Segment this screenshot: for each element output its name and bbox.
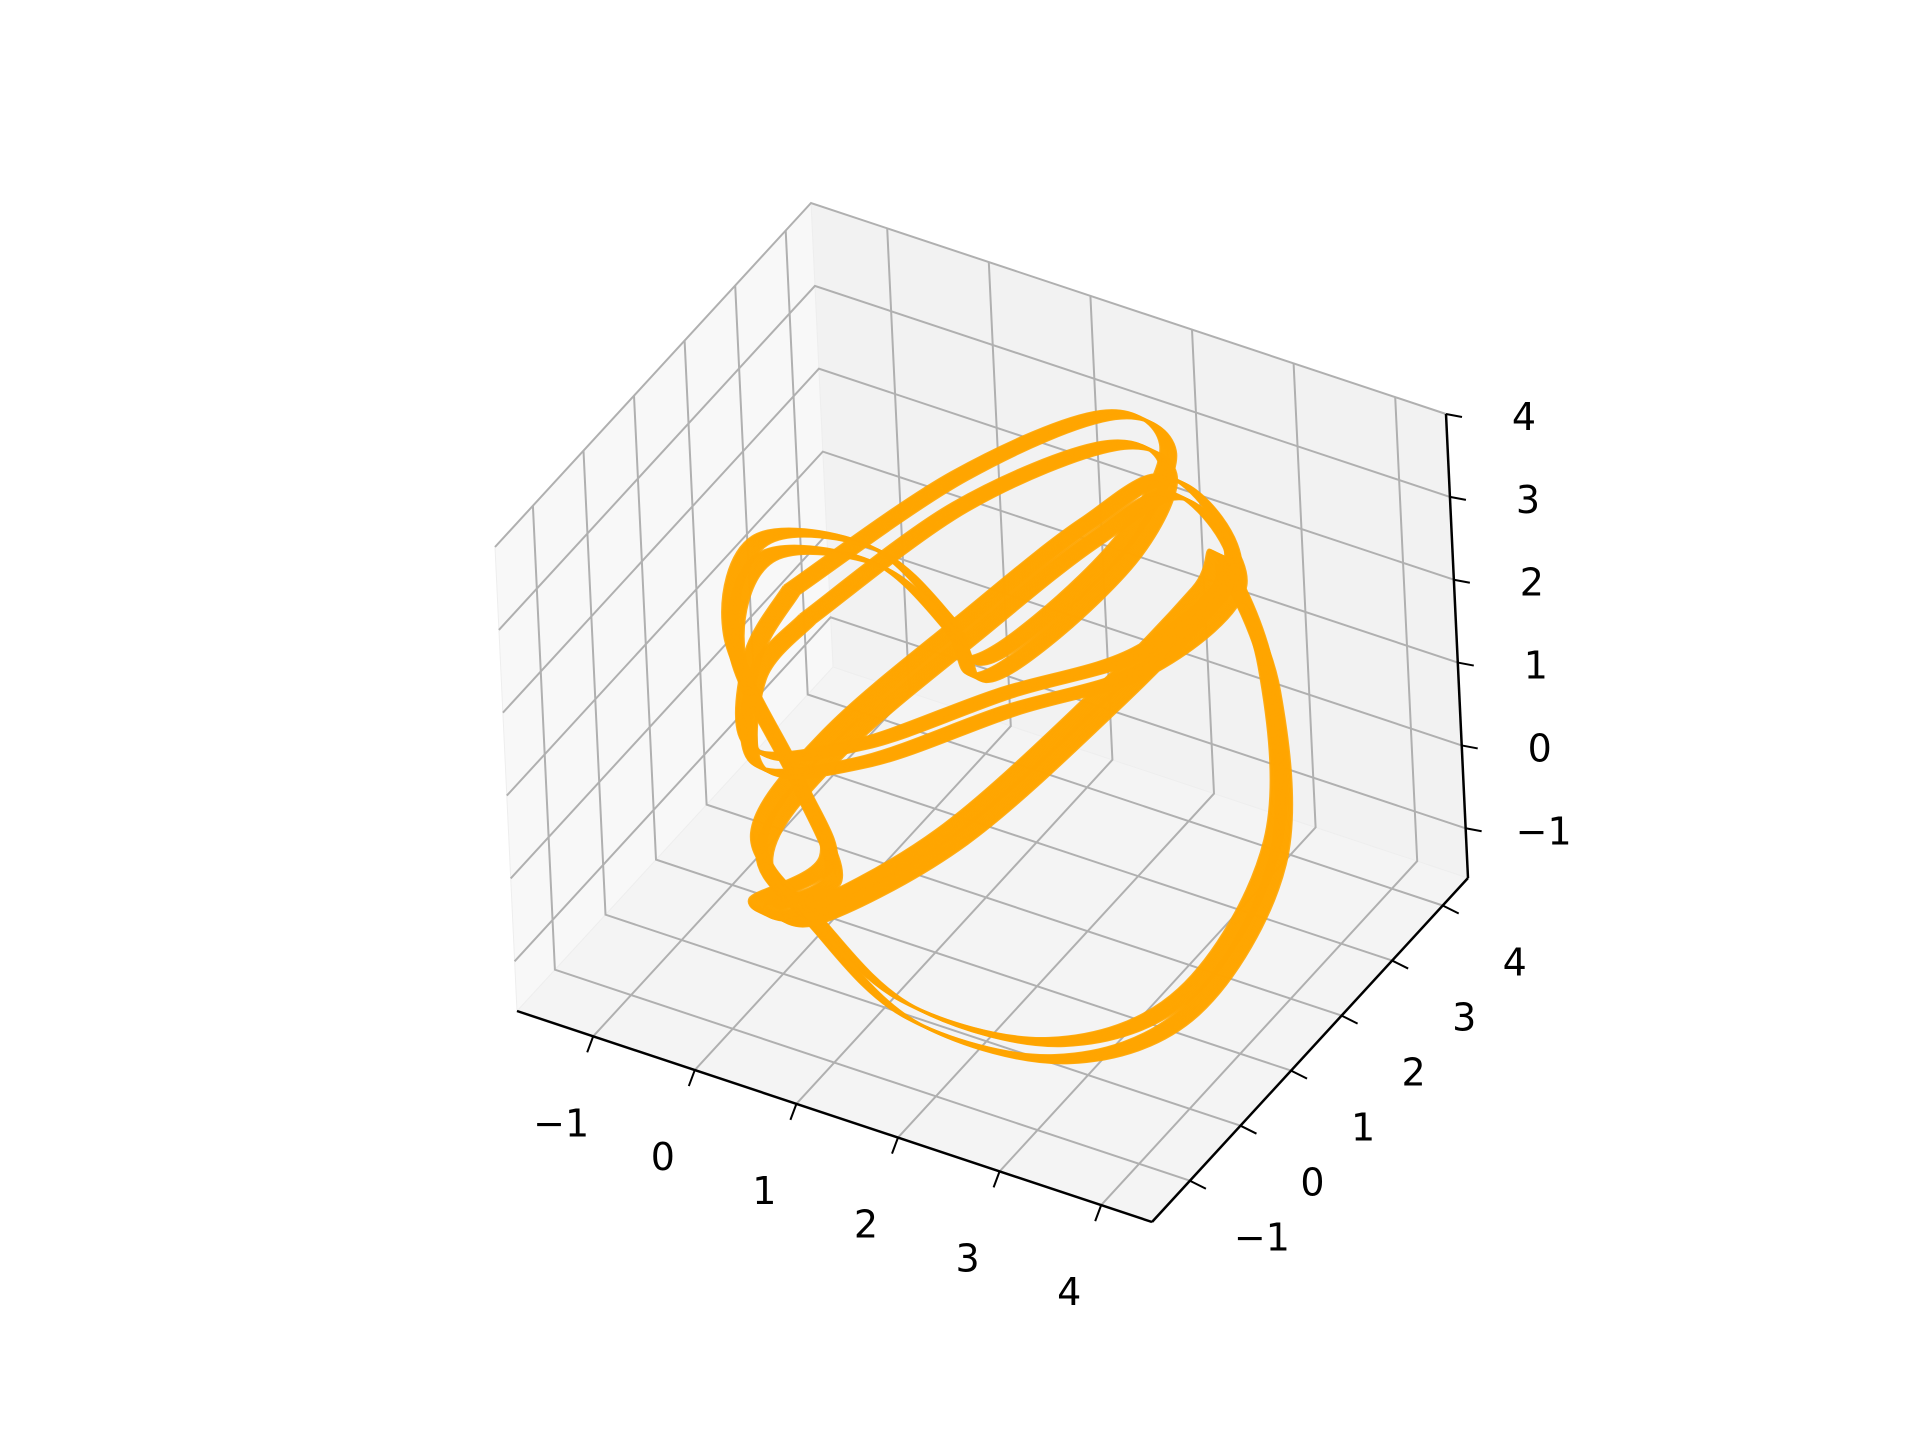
grid-line-z	[498, 284, 1451, 631]
z-tick-mark	[1461, 744, 1478, 750]
y-axis-line	[1151, 877, 1469, 1223]
y-tick-mark	[1341, 1014, 1359, 1025]
z-tick-label: 3	[1516, 478, 1540, 522]
grid-line-y	[784, 230, 1444, 907]
z-tick-label: 1	[1524, 644, 1548, 688]
grid-line-y	[633, 395, 1292, 1072]
axis-lines	[516, 413, 1470, 1224]
grid-line-y	[683, 340, 1342, 1017]
x-tick-label: 2	[854, 1203, 878, 1247]
x-tick-mark	[1094, 1204, 1103, 1222]
x-tick-mark	[586, 1035, 595, 1053]
y-tick-label: 0	[1300, 1161, 1324, 1205]
x-tick-label: 3	[956, 1236, 980, 1280]
x-tick-mark	[789, 1103, 798, 1121]
grid-line-x	[897, 329, 1216, 1139]
z-tick-mark	[1465, 827, 1482, 833]
y-tick-label: 2	[1402, 1051, 1426, 1095]
tick-marks	[586, 413, 1482, 1222]
z-tick-label: 4	[1512, 395, 1536, 439]
z-tick-mark	[1457, 661, 1474, 667]
y-tick-label: −1	[1234, 1216, 1290, 1260]
z-tick-label: 2	[1520, 561, 1544, 605]
y-tick-label: 4	[1503, 941, 1527, 985]
x-tick-label: 0	[651, 1135, 675, 1179]
grid-line-y	[531, 505, 1191, 1182]
z-tick-label: 0	[1528, 726, 1552, 770]
grid-line-x	[1100, 397, 1419, 1206]
z-tick-mark	[1453, 578, 1471, 584]
z-tick-label: −1	[1516, 809, 1572, 853]
z-axis-line	[1444, 413, 1470, 879]
x-tick-mark	[687, 1069, 696, 1087]
x-tick-label: 1	[752, 1169, 776, 1213]
z-tick-mark	[1445, 413, 1463, 418]
x-tick-label: 4	[1057, 1270, 1081, 1314]
y-tick-mark	[1189, 1179, 1207, 1190]
y-tick-label: 1	[1351, 1106, 1375, 1150]
z-tick-mark	[1449, 495, 1467, 501]
grid-lines	[494, 201, 1466, 1206]
trajectory-strand	[741, 446, 1294, 1065]
x-axis-line	[516, 1009, 1153, 1224]
y-tick-mark	[1290, 1069, 1308, 1080]
attractor-trajectory	[721, 409, 1294, 1065]
y-tick-mark	[1442, 904, 1460, 915]
grid-line-z	[513, 616, 1466, 962]
x-tick-label: −1	[533, 1101, 589, 1145]
grid-line-x	[694, 262, 1012, 1071]
grid-line-z	[494, 201, 1447, 548]
axes-panes	[494, 201, 1469, 1223]
grid-line-z	[502, 367, 1455, 714]
x-tick-mark	[891, 1137, 899, 1154]
y-tick-mark	[1391, 959, 1409, 970]
x-tick-mark	[992, 1171, 1001, 1188]
y-tick-label: 3	[1452, 996, 1476, 1040]
y-tick-mark	[1240, 1124, 1257, 1135]
